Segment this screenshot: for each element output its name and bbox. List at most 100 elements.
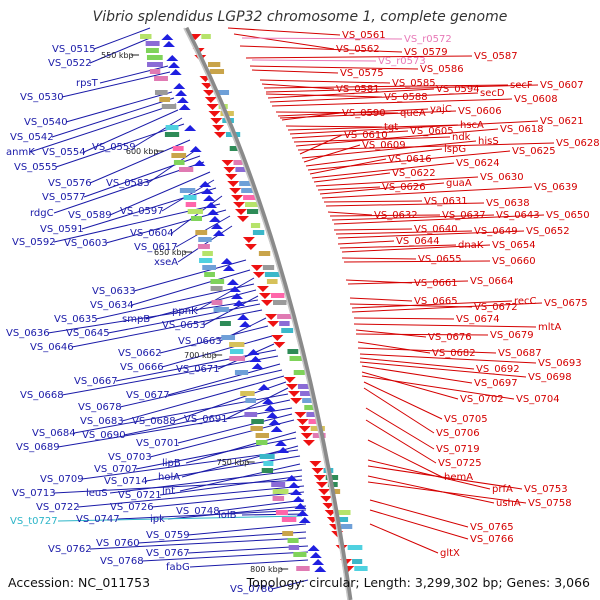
gene-label[interactable]: VS_0684: [32, 428, 76, 439]
gene-label[interactable]: VS_0767: [146, 548, 190, 559]
gene-label[interactable]: VS_0621: [540, 116, 584, 127]
gene-label[interactable]: VS_0747: [76, 514, 120, 525]
gene-label[interactable]: VS_0672: [474, 302, 518, 313]
gene-label[interactable]: VS_0693: [538, 358, 582, 369]
gene-label[interactable]: VS_0766: [470, 534, 514, 545]
gene-label[interactable]: VS_0786: [230, 584, 274, 595]
gene-label[interactable]: VS_0662: [118, 348, 162, 359]
gene-label[interactable]: recC: [514, 296, 537, 307]
gene-label[interactable]: VS_0577: [42, 192, 86, 203]
gene-label[interactable]: VS_0668: [20, 390, 64, 401]
gene-label[interactable]: VS_0594: [436, 84, 480, 95]
gene-label[interactable]: VS_0561: [342, 30, 386, 41]
gene-label[interactable]: VS_r0572: [404, 34, 452, 45]
gene-label[interactable]: VS_0622: [392, 168, 436, 179]
gene-label[interactable]: anmK: [6, 147, 35, 158]
gene-label[interactable]: VS_0632: [374, 210, 418, 221]
gene-label[interactable]: VS_0687: [498, 348, 542, 359]
gene-label[interactable]: hisS: [478, 136, 499, 147]
gene-label[interactable]: VS_0704: [516, 394, 560, 405]
gene-label[interactable]: VS_0554: [42, 147, 86, 158]
gene-label[interactable]: VS_0606: [458, 106, 502, 117]
gene-label[interactable]: VS_0635: [54, 314, 98, 325]
gene-label[interactable]: VS_0581: [336, 84, 380, 95]
gene-label[interactable]: VS_0653: [162, 320, 206, 331]
gene-label[interactable]: VS_0765: [470, 522, 514, 533]
gene-label[interactable]: VS_0624: [456, 158, 500, 169]
gene-label[interactable]: rdgC: [30, 208, 54, 219]
gene-label[interactable]: VS_0706: [436, 428, 480, 439]
gene-label[interactable]: VS_0643: [496, 210, 540, 221]
gene-label[interactable]: lipB: [162, 458, 181, 469]
gene-label[interactable]: VS_0679: [490, 330, 534, 341]
gene-label[interactable]: VS_0762: [48, 544, 92, 555]
gene-label[interactable]: VS_0530: [20, 92, 64, 103]
gene-label[interactable]: VS_0638: [486, 198, 530, 209]
gene-label[interactable]: VS_0654: [492, 240, 536, 251]
gene-label[interactable]: VS_0639: [534, 182, 578, 193]
gene-label[interactable]: VS_0719: [436, 444, 480, 455]
gene-label[interactable]: holA: [158, 472, 180, 483]
gene-label[interactable]: VS_r0573: [378, 56, 426, 67]
gene-label[interactable]: VS_0722: [36, 502, 80, 513]
gene-label[interactable]: ppnK: [172, 306, 198, 317]
gene-label[interactable]: ushA: [496, 498, 521, 509]
gene-label[interactable]: VS_0555: [14, 162, 58, 173]
gene-label[interactable]: VS_0583: [106, 178, 150, 189]
gene-label[interactable]: VS_0610: [344, 130, 388, 141]
gene-label[interactable]: VS_0644: [396, 236, 440, 247]
gene-label[interactable]: lnt: [162, 486, 175, 497]
gene-label[interactable]: VS_0609: [362, 140, 406, 151]
gene-label[interactable]: ispG: [444, 144, 466, 155]
gene-label[interactable]: gltX: [440, 548, 460, 559]
gene-label[interactable]: VS_0664: [470, 276, 514, 287]
gene-label[interactable]: hemA: [444, 472, 473, 483]
gene-label[interactable]: VS_0628: [556, 138, 600, 149]
gene-label[interactable]: VS_0692: [476, 364, 520, 375]
gene-label[interactable]: VS_0630: [480, 172, 524, 183]
gene-label[interactable]: ndk: [452, 132, 471, 143]
gene-label[interactable]: mltA: [538, 322, 561, 333]
gene-label[interactable]: VS_0709: [40, 474, 84, 485]
gene-label[interactable]: VS_t0727: [10, 516, 58, 527]
gene-label[interactable]: yajC: [430, 104, 452, 115]
gene-label[interactable]: VS_0633: [92, 286, 136, 297]
gene-label[interactable]: VS_0698: [528, 372, 572, 383]
gene-label[interactable]: VS_0588: [384, 92, 428, 103]
gene-label[interactable]: VS_0676: [428, 332, 472, 343]
gene-label[interactable]: VS_0636: [6, 328, 50, 339]
gene-label[interactable]: VS_0634: [90, 300, 134, 311]
gene-label[interactable]: VS_0702: [460, 394, 504, 405]
gene-label[interactable]: VS_0589: [68, 210, 112, 221]
gene-label[interactable]: leuS: [86, 488, 108, 499]
gene-label[interactable]: VS_0760: [96, 538, 140, 549]
gene-label[interactable]: VS_0617: [134, 242, 178, 253]
gene-label[interactable]: VS_0678: [78, 402, 122, 413]
gene-label[interactable]: VS_0660: [492, 256, 536, 267]
gene-label[interactable]: VS_0608: [514, 94, 558, 105]
gene-label[interactable]: VS_0646: [30, 342, 74, 353]
gene-label[interactable]: VS_0631: [424, 196, 468, 207]
gene-label[interactable]: VS_0542: [10, 132, 54, 143]
gene-label[interactable]: VS_0697: [474, 378, 518, 389]
gene-label[interactable]: VS_0675: [544, 298, 588, 309]
gene-label[interactable]: VS_0607: [540, 80, 584, 91]
gene-label[interactable]: VS_0645: [66, 328, 110, 339]
gene-label[interactable]: VS_0640: [414, 224, 458, 235]
gene-label[interactable]: VS_0666: [120, 362, 164, 373]
gene-label[interactable]: VS_0590: [342, 108, 386, 119]
gene-label[interactable]: VS_0713: [12, 488, 56, 499]
gene-label[interactable]: VS_0575: [340, 68, 384, 79]
gene-label[interactable]: VS_0753: [524, 484, 568, 495]
gene-label[interactable]: ipk: [150, 514, 165, 525]
gene-label[interactable]: VS_0626: [382, 182, 426, 193]
gene-label[interactable]: secF: [510, 80, 533, 91]
gene-label[interactable]: dnaK: [458, 240, 484, 251]
gene-label[interactable]: VS_0674: [456, 314, 500, 325]
gene-label[interactable]: VS_0618: [500, 124, 544, 135]
gene-label[interactable]: VS_0714: [104, 476, 148, 487]
gene-label[interactable]: VS_0649: [474, 226, 518, 237]
gene-label[interactable]: VS_0665: [414, 296, 458, 307]
gene-label[interactable]: VS_0586: [420, 64, 464, 75]
gene-label[interactable]: tgt: [384, 122, 398, 133]
